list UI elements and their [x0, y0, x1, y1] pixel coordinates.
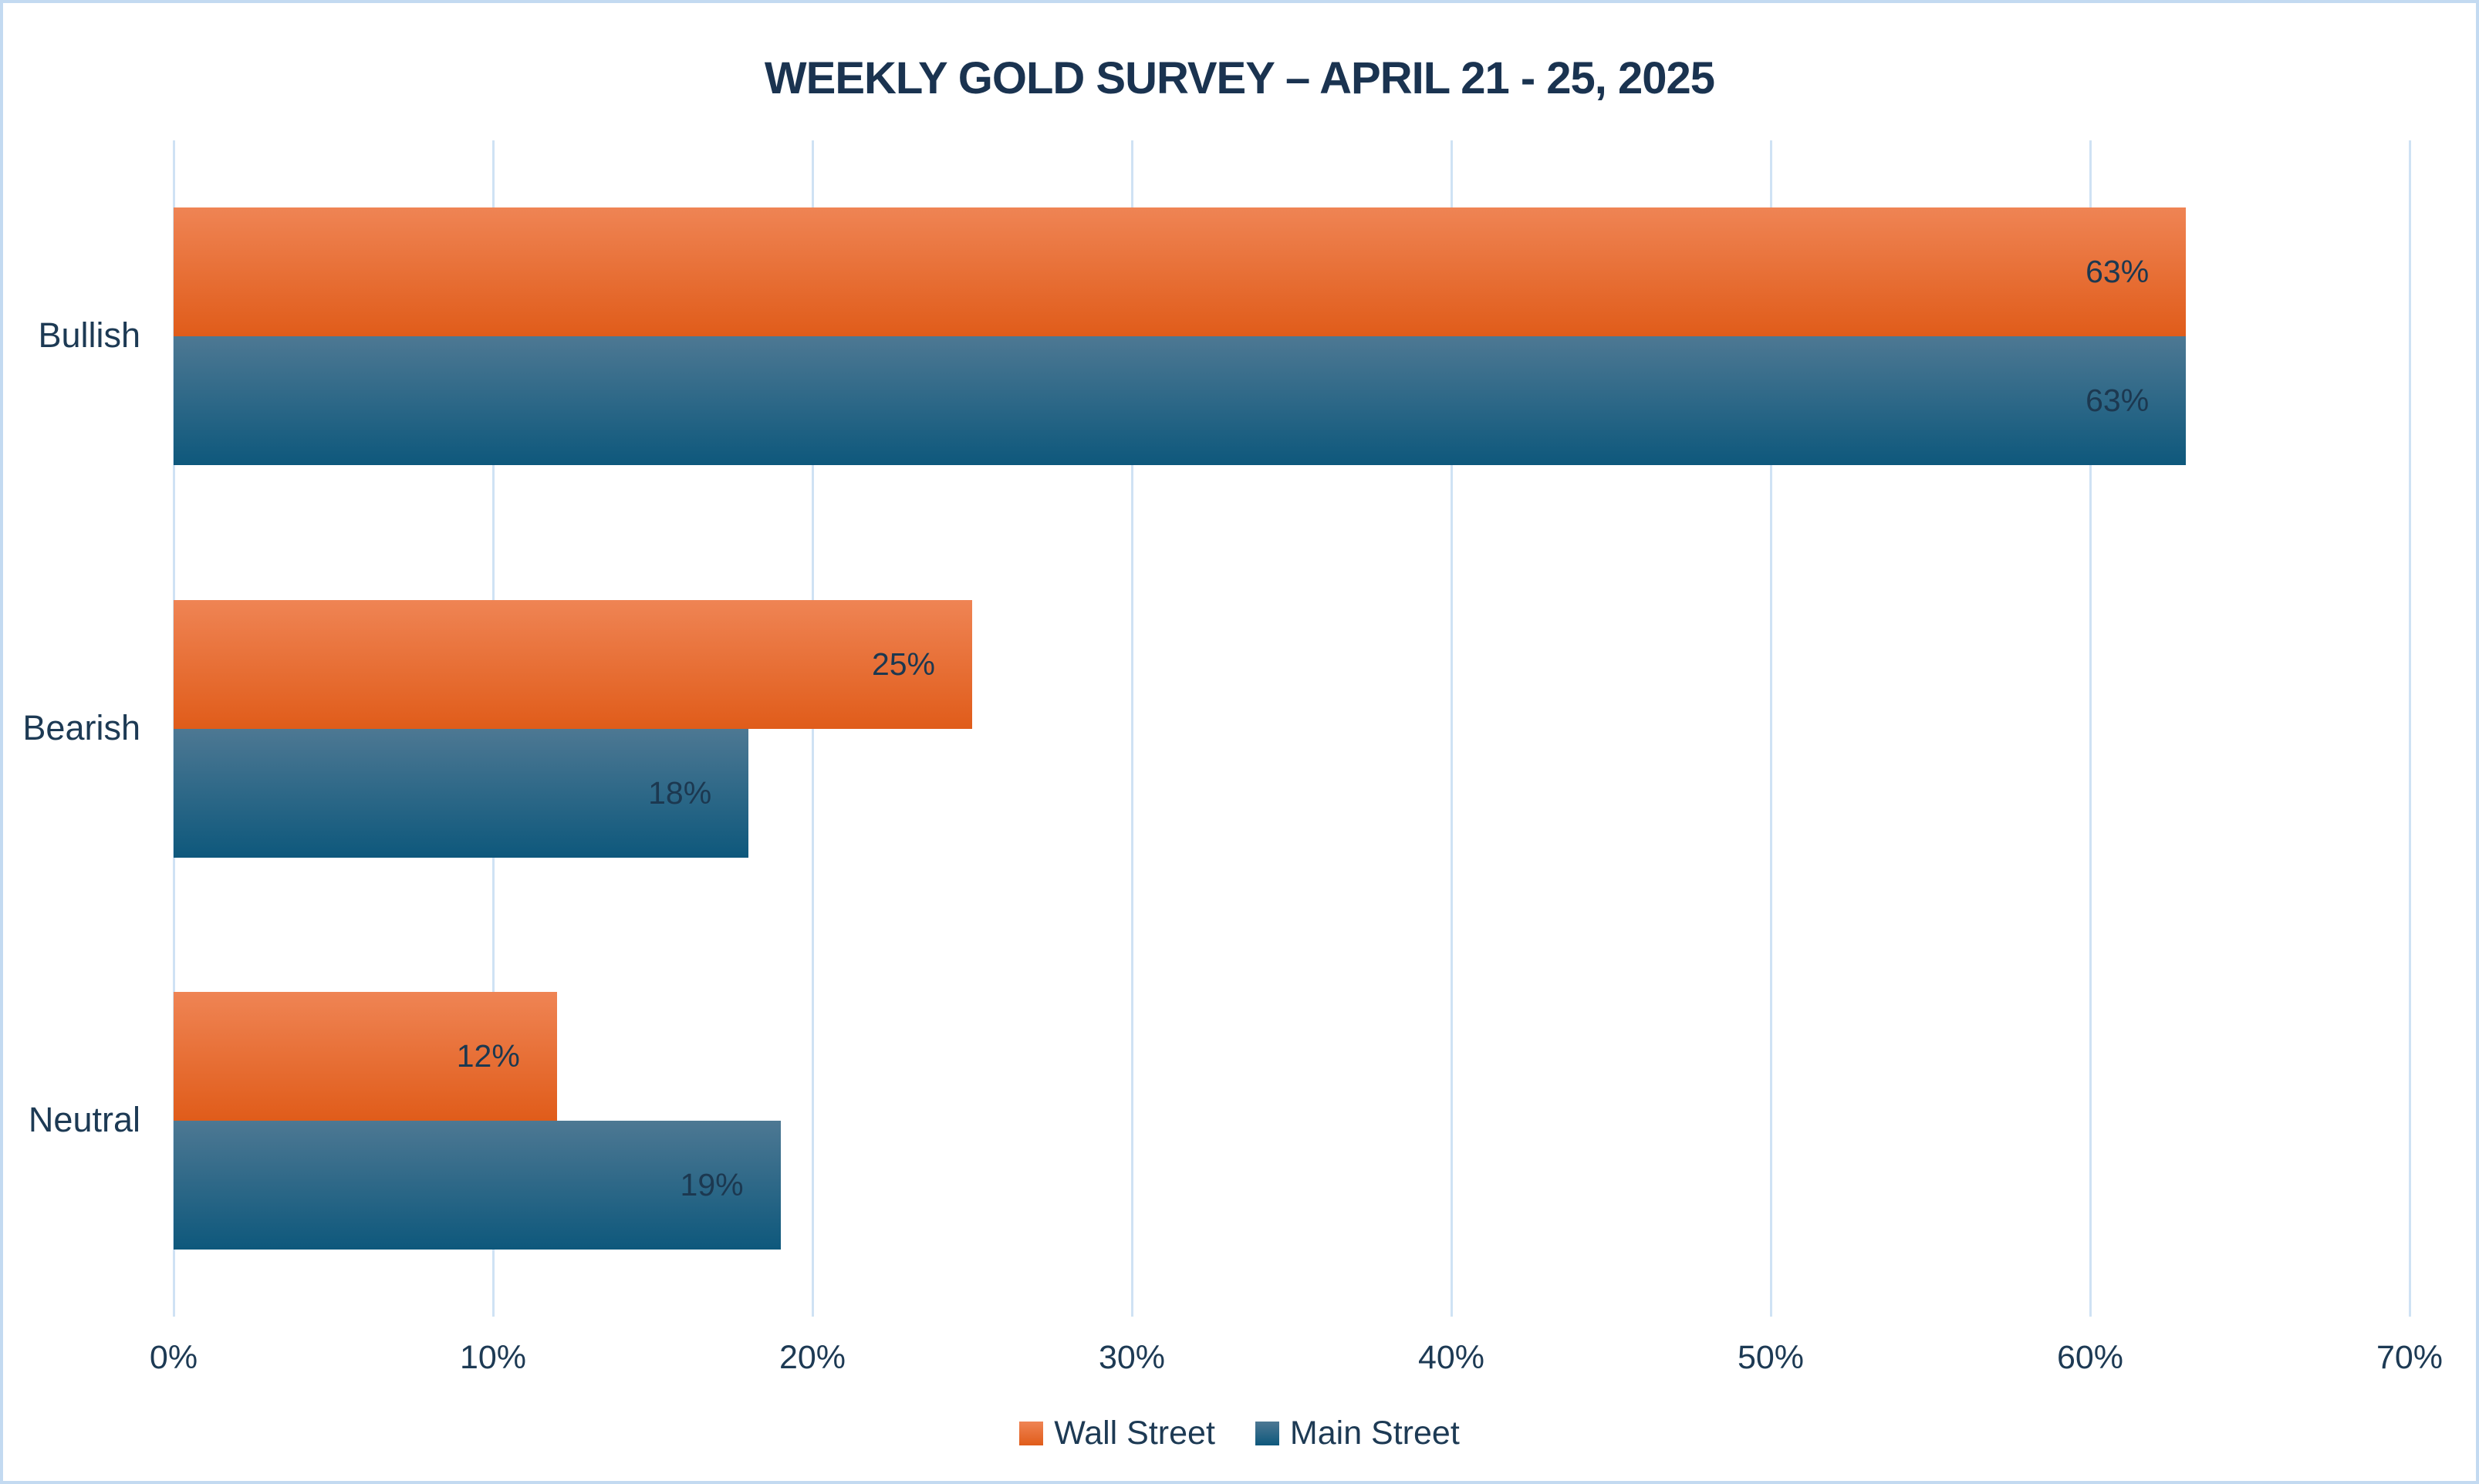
- x-tick-label-70%: 70%: [2376, 1339, 2444, 1376]
- legend-swatch-icon: [1019, 1422, 1044, 1445]
- bar-value-label: 63%: [2086, 383, 2150, 419]
- bar-wall-street-neutral: 12%: [174, 991, 557, 1121]
- x-tick-label-20%: 20%: [778, 1339, 846, 1376]
- x-tick-label-50%: 50%: [1737, 1339, 1805, 1376]
- bar-main-street-bearish: 18%: [174, 728, 749, 858]
- gridline-30%: [1130, 140, 1133, 1317]
- gridline-40%: [1450, 140, 1453, 1317]
- bar-value-label: 18%: [648, 774, 712, 811]
- x-tick-label-10%: 10%: [459, 1339, 527, 1376]
- legend-swatch-icon: [1255, 1422, 1279, 1445]
- gridline-20%: [811, 140, 814, 1317]
- bar-value-label: 63%: [2086, 254, 2150, 290]
- bar-value-label: 19%: [680, 1166, 744, 1202]
- bar-main-street-bullish: 63%: [174, 336, 2187, 466]
- legend-item-wall-street: Wall Street: [1019, 1415, 1215, 1452]
- category-label-bullish: Bullish: [38, 315, 140, 356]
- gridline-70%: [2408, 140, 2411, 1317]
- gridline-60%: [2089, 140, 2092, 1317]
- bar-value-label: 25%: [871, 646, 935, 682]
- bar-value-label: 12%: [456, 1037, 520, 1074]
- plot-area: 63% 63% 25% 18% 12% 19%: [172, 140, 2411, 1317]
- x-tick-label-30%: 30%: [1098, 1339, 1166, 1376]
- legend-label: Wall Street: [1054, 1415, 1215, 1452]
- category-label-neutral: Neutral: [28, 1099, 140, 1139]
- category-label-bearish: Bearish: [22, 707, 140, 747]
- bar-wall-street-bearish: 25%: [174, 599, 972, 729]
- legend: Wall Street Main Street: [3, 1415, 2476, 1452]
- chart-title: WEEKLY GOLD SURVEY – APRIL 21 - 25, 2025: [764, 53, 1715, 103]
- legend-label: Main Street: [1289, 1415, 1460, 1452]
- legend-item-main-street: Main Street: [1255, 1415, 1460, 1452]
- x-tick-label-40%: 40%: [1417, 1339, 1485, 1376]
- x-tick-label-0%: 0%: [149, 1339, 198, 1376]
- bar-main-street-neutral: 19%: [174, 1120, 781, 1250]
- bar-wall-street-bullish: 63%: [174, 207, 2187, 337]
- gridline-50%: [1769, 140, 1772, 1317]
- x-tick-label-60%: 60%: [2056, 1339, 2124, 1376]
